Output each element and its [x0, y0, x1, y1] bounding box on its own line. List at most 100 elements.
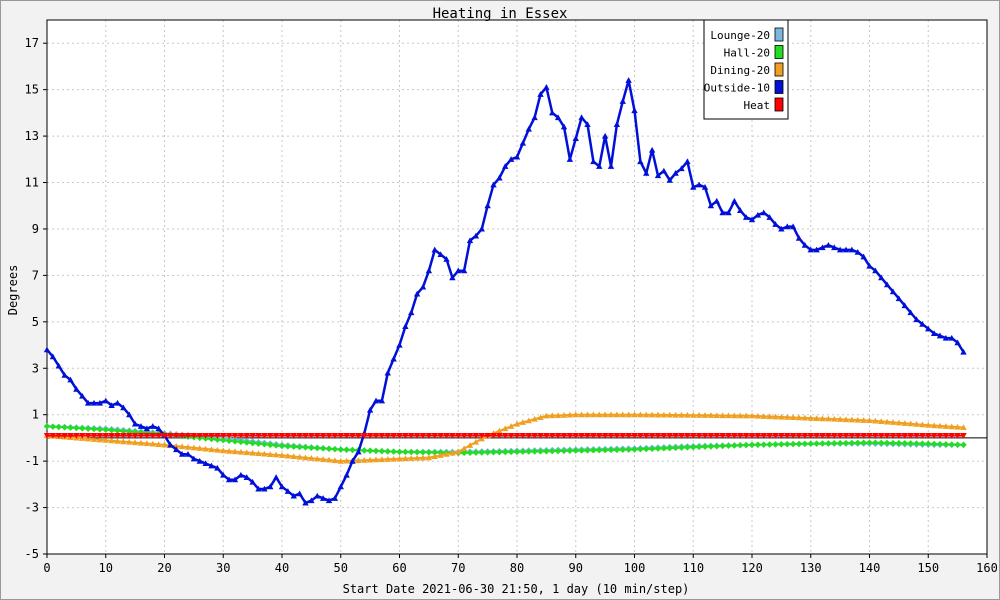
- point-marker: [578, 433, 585, 439]
- point-marker: [178, 433, 186, 439]
- point-marker: [531, 433, 538, 439]
- point-marker: [366, 406, 374, 413]
- point-marker: [631, 433, 638, 439]
- point-marker: [184, 444, 192, 450]
- point-marker: [960, 424, 967, 431]
- legend-label: Outside-10: [704, 82, 770, 95]
- point-marker: [772, 221, 779, 227]
- point-marker: [549, 412, 556, 419]
- y-tick-label: 11: [25, 176, 39, 190]
- point-marker: [936, 433, 944, 439]
- point-marker: [772, 413, 779, 420]
- legend-label: Hall-20: [724, 47, 770, 60]
- point-marker: [895, 433, 903, 439]
- point-marker: [155, 433, 162, 439]
- point-marker: [554, 114, 562, 121]
- point-marker: [143, 425, 151, 432]
- legend-swatch: [774, 80, 784, 94]
- point-marker: [190, 433, 198, 439]
- point-marker: [378, 433, 386, 439]
- point-marker: [754, 412, 762, 419]
- point-marker: [601, 446, 609, 454]
- point-marker: [472, 449, 480, 456]
- point-marker: [707, 433, 715, 439]
- x-tick-label: 110: [682, 561, 704, 575]
- point-marker: [449, 274, 456, 281]
- point-marker: [337, 433, 344, 439]
- x-tick-label: 50: [334, 561, 348, 575]
- point-marker: [543, 448, 550, 455]
- legend-swatch: [774, 97, 784, 112]
- point-marker: [460, 449, 468, 457]
- point-marker: [748, 433, 756, 439]
- point-marker: [319, 445, 327, 452]
- point-marker: [754, 211, 762, 218]
- point-marker: [490, 433, 497, 439]
- point-marker: [43, 423, 51, 430]
- point-marker: [572, 411, 579, 418]
- point-marker: [531, 448, 538, 455]
- point-marker: [314, 455, 321, 462]
- point-marker: [131, 433, 139, 439]
- point-marker: [308, 444, 315, 451]
- point-marker: [408, 455, 415, 461]
- point-marker: [919, 433, 926, 439]
- point-marker: [654, 433, 662, 439]
- point-marker: [378, 456, 386, 463]
- point-marker: [596, 163, 603, 169]
- point-marker: [719, 442, 726, 450]
- point-marker: [560, 411, 568, 418]
- point-marker: [643, 170, 650, 176]
- point-marker: [96, 433, 104, 439]
- point-marker: [737, 412, 744, 419]
- point-marker: [719, 412, 726, 419]
- x-tick-label: 150: [917, 561, 939, 575]
- point-marker: [807, 440, 814, 447]
- point-marker: [231, 448, 239, 455]
- point-marker: [231, 476, 239, 483]
- point-marker: [249, 449, 256, 456]
- point-marker: [337, 457, 344, 464]
- point-marker: [419, 283, 427, 290]
- point-marker: [237, 471, 245, 478]
- y-tick-label: -5: [25, 547, 39, 561]
- point-marker: [901, 440, 908, 447]
- point-marker: [842, 416, 850, 423]
- point-marker: [349, 457, 356, 464]
- point-marker: [654, 411, 662, 418]
- point-marker: [725, 209, 732, 216]
- point-marker: [925, 440, 932, 447]
- point-marker: [719, 209, 726, 216]
- point-marker: [390, 433, 397, 439]
- point-marker: [590, 158, 597, 165]
- point-marker: [108, 427, 115, 434]
- point-marker: [319, 433, 327, 439]
- point-marker: [155, 441, 162, 447]
- point-marker: [55, 433, 62, 439]
- point-marker: [525, 448, 532, 455]
- point-marker: [590, 447, 597, 454]
- point-marker: [778, 441, 785, 448]
- point-marker: [795, 433, 803, 439]
- point-marker: [43, 433, 51, 439]
- point-marker: [214, 446, 221, 453]
- point-marker: [789, 414, 797, 421]
- point-marker: [284, 488, 292, 494]
- point-marker: [831, 440, 838, 447]
- point-marker: [872, 439, 879, 446]
- point-marker: [196, 433, 203, 439]
- point-marker: [731, 433, 738, 439]
- point-marker: [913, 440, 920, 447]
- point-marker: [678, 433, 685, 439]
- legend-swatch: [774, 27, 784, 42]
- point-marker: [537, 433, 544, 439]
- point-marker: [73, 424, 80, 432]
- point-marker: [431, 453, 438, 460]
- point-marker: [801, 242, 809, 248]
- point-marker: [584, 433, 591, 439]
- point-marker: [895, 419, 903, 426]
- point-marker: [596, 433, 603, 439]
- point-marker: [96, 426, 104, 433]
- point-marker: [601, 433, 609, 439]
- point-marker: [331, 445, 339, 453]
